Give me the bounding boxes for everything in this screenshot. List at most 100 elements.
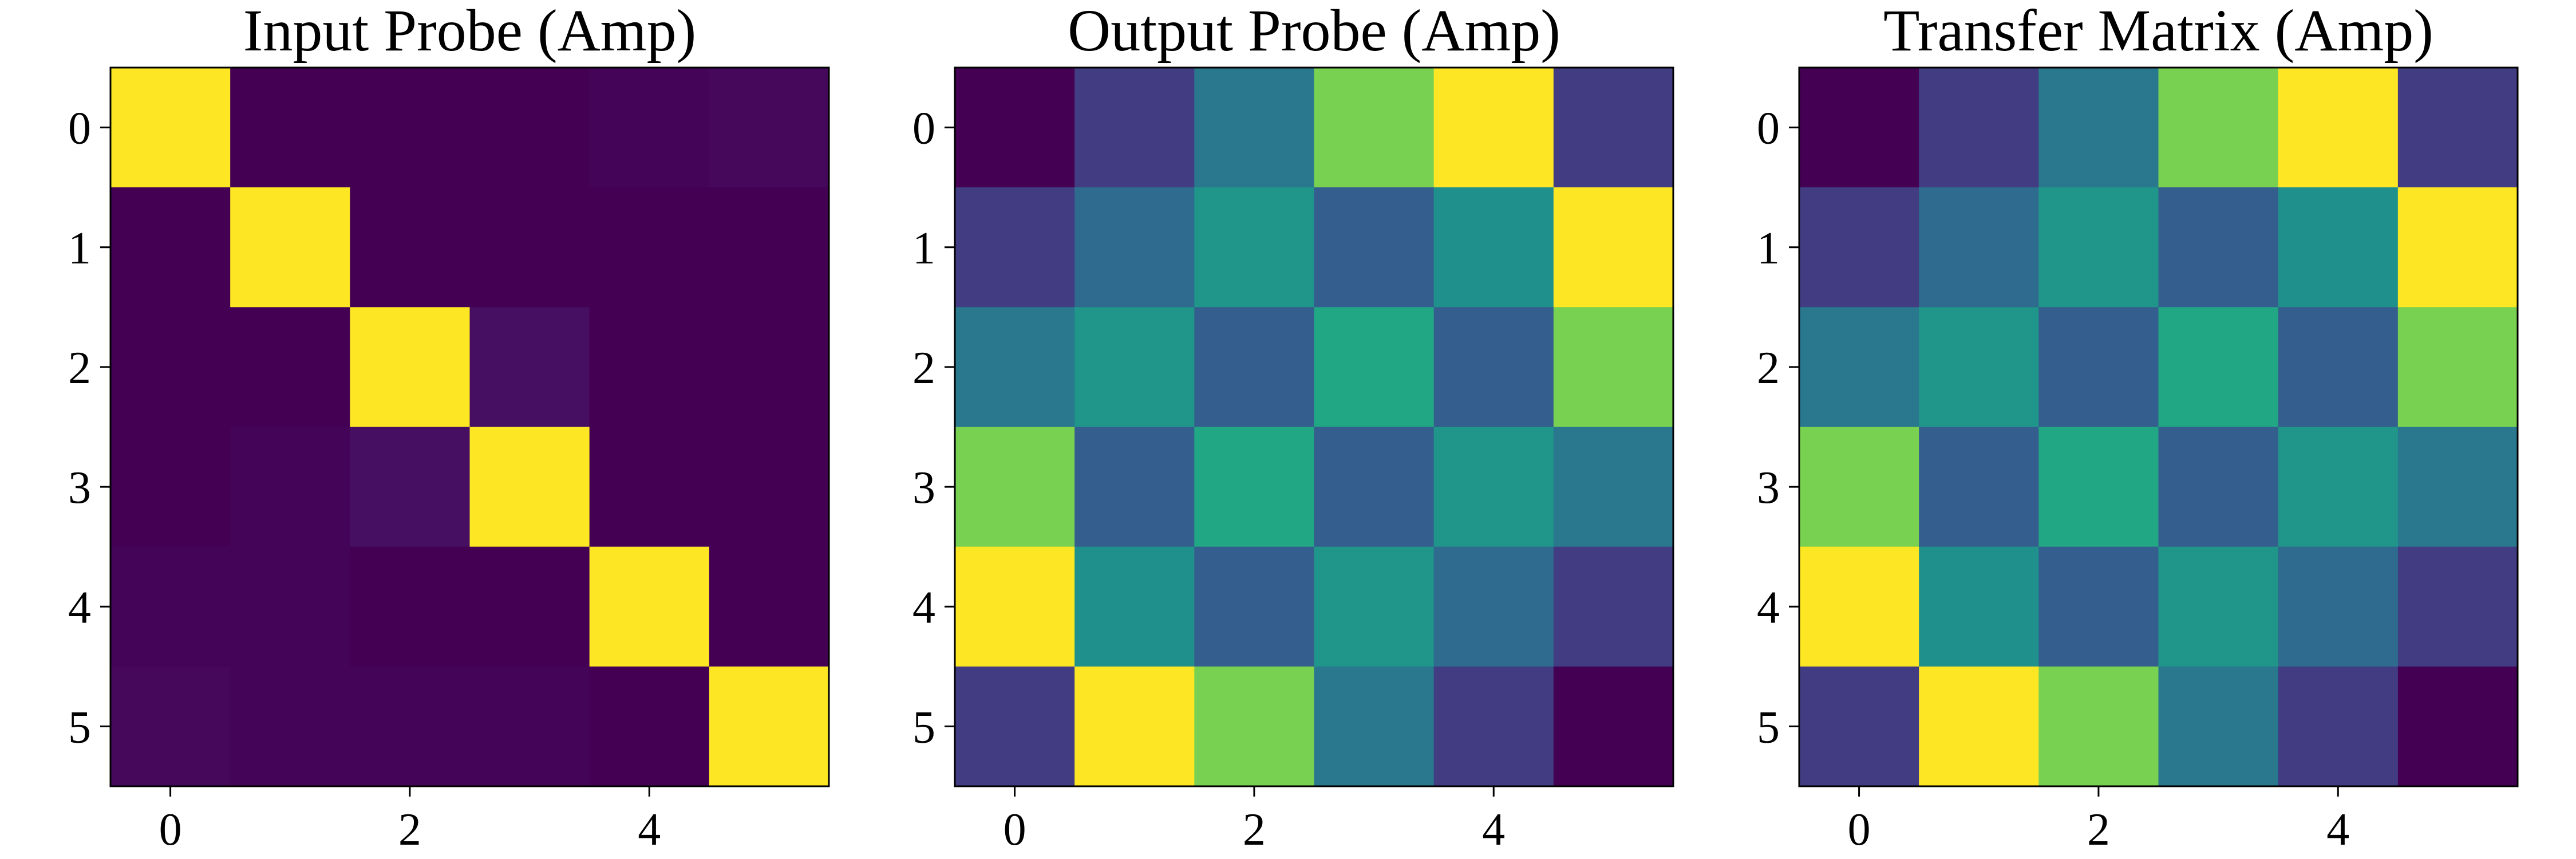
heatmap-cell-r0-c5: [1553, 68, 1674, 188]
x-tick-label: 0: [159, 805, 182, 855]
heatmap-cell-r1-c4: [589, 187, 710, 308]
y-tick-label: 2: [912, 343, 935, 393]
heatmap-cell-r1-c2: [350, 187, 471, 308]
heatmap-cell-r2-c4: [589, 307, 710, 428]
heatmap-cell-r0-c1: [1919, 68, 2039, 188]
heatmap-cell-r5-c0: [955, 666, 1075, 787]
y-tick-label: 5: [68, 702, 91, 752]
chart-title: Input Probe (Amp): [243, 0, 696, 64]
heatmap-cell-r3-c0: [1799, 427, 1919, 547]
heatmap-cell-r2-c2: [2038, 307, 2159, 428]
heatmap-cell-r5-c4: [1433, 666, 1554, 787]
heatmap-cell-r0-c0: [1799, 68, 1919, 188]
heatmap-cell-r1-c5: [2397, 187, 2518, 308]
heatmap-cell-r0-c2: [350, 68, 471, 188]
heatmap-cell-r2-c4: [2278, 307, 2399, 428]
heatmap-cell-r2-c5: [1553, 307, 1674, 428]
axes-frame: [954, 66, 1674, 787]
chart-title: Output Probe (Amp): [1068, 0, 1560, 64]
heatmap-cell-r0-c2: [2038, 68, 2159, 188]
heatmap-cell-r4-c2: [1194, 546, 1315, 667]
heatmap-cell-r4-c0: [110, 546, 231, 667]
heatmap-cell-r1-c5: [1553, 187, 1674, 308]
heatmap-cell-r5-c1: [230, 666, 350, 787]
heatmap-cell-r4-c0: [1799, 546, 1919, 667]
heatmap-cell-r1-c4: [1433, 187, 1554, 308]
heatmap-panels: Input Probe (Amp) 0 2 4 0 1 2 3 4 5 Output Probe (…: [68, 0, 2519, 855]
heatmap-cell-r1-c3: [2158, 187, 2279, 308]
heatmap-cell-r0-c3: [1314, 68, 1435, 188]
heatmap-cell-r3-c5: [1553, 427, 1674, 547]
heatmap-cell-r5-c1: [1074, 666, 1195, 787]
x-tick-label: 0: [1003, 805, 1026, 855]
heatmap-cell-r4-c5: [1553, 546, 1674, 667]
heatmap-cell-r3-c4: [1433, 427, 1554, 547]
heatmap-cell-r5-c4: [589, 666, 710, 787]
heatmap-cell-r3-c1: [1919, 427, 2039, 547]
heatmap-cell-r1-c4: [2278, 187, 2399, 308]
heatmap-cell-r1-c3: [1314, 187, 1435, 308]
heatmap-cell-r5-c1: [1919, 666, 2039, 787]
heatmap-cell-r3-c3: [2158, 427, 2279, 547]
y-tick-label: 3: [1757, 463, 1780, 513]
x-tick-label: 0: [1848, 805, 1871, 855]
heatmap-cell-r3-c5: [2397, 427, 2518, 547]
heatmap-cell-r3-c2: [1194, 427, 1315, 547]
heatmap-cell-r5-c4: [2278, 666, 2399, 787]
heatmap-cell-r0-c0: [110, 68, 231, 188]
heatmap-panel-0: Input Probe (Amp) 0 2 4 0 1 2 3 4 5: [68, 0, 830, 855]
heatmap-cell-r4-c3: [2158, 546, 2279, 667]
heatmap-cell-r0-c4: [1433, 68, 1554, 188]
heatmap-cell-r4-c3: [1314, 546, 1435, 667]
heatmap-cell-r3-c4: [589, 427, 710, 547]
heatmap-cell-r4-c4: [1433, 546, 1554, 667]
heatmap-cell-r5-c3: [2158, 666, 2279, 787]
heatmap-cell-r5-c0: [110, 666, 231, 787]
heatmap-cell-r1-c0: [110, 187, 231, 308]
heatmap-cell-r2-c3: [2158, 307, 2279, 428]
heatmap-cell-r5-c5: [709, 666, 829, 787]
heatmap-cell-r2-c2: [350, 307, 471, 428]
y-tick-label: 4: [1757, 582, 1780, 633]
heatmap-cell-r3-c1: [1074, 427, 1195, 547]
y-tick-label: 4: [912, 582, 935, 633]
heatmap-cell-r3-c0: [110, 427, 231, 547]
heatmap-cell-r5-c5: [2397, 666, 2518, 787]
heatmap-cell-r2-c0: [110, 307, 231, 428]
heatmap-cell-r2-c0: [1799, 307, 1919, 428]
heatmap-cell-r0-c3: [469, 68, 590, 188]
heatmap-cell-r4-c1: [230, 546, 350, 667]
heatmap-cell-r5-c3: [1314, 666, 1435, 787]
heatmap-cell-r0-c4: [589, 68, 710, 188]
heatmap-cell-r1-c1: [1919, 187, 2039, 308]
y-tick-label: 0: [1757, 104, 1780, 154]
heatmap-cell-r5-c2: [350, 666, 471, 787]
heatmap-cell-r4-c2: [2038, 546, 2159, 667]
heatmap-cell-r0-c1: [1074, 68, 1195, 188]
heatmap-cell-r5-c0: [1799, 666, 1919, 787]
y-tick-label: 1: [68, 223, 91, 274]
heatmap-cell-r2-c3: [1314, 307, 1435, 428]
heatmap-cell-r2-c4: [1433, 307, 1554, 428]
heatmap-cell-r0-c3: [2158, 68, 2279, 188]
heatmap-cell-r1-c1: [1074, 187, 1195, 308]
y-tick-label: 1: [1757, 223, 1780, 274]
heatmap-cell-r4-c2: [350, 546, 471, 667]
heatmap-cell-r1-c0: [955, 187, 1075, 308]
heatmap-cell-r0-c0: [955, 68, 1075, 188]
y-tick-label: 4: [68, 582, 91, 633]
heatmap-cell-r3-c1: [230, 427, 350, 547]
heatmap-cell-r4-c1: [1074, 546, 1195, 667]
heatmap-cell-r3-c0: [955, 427, 1075, 547]
heatmap-cell-r3-c3: [1314, 427, 1435, 547]
y-tick-label: 2: [1757, 343, 1780, 393]
y-tick-label: 0: [912, 104, 935, 154]
heatmap-cell-r3-c2: [350, 427, 471, 547]
y-tick-label: 3: [912, 463, 935, 513]
heatmap-cell-r3-c5: [709, 427, 829, 547]
y-tick-label: 3: [68, 463, 91, 513]
axes-frame: [1798, 66, 2519, 787]
heatmap-cell-r0-c5: [2397, 68, 2518, 188]
y-tick-label: 0: [68, 104, 91, 154]
